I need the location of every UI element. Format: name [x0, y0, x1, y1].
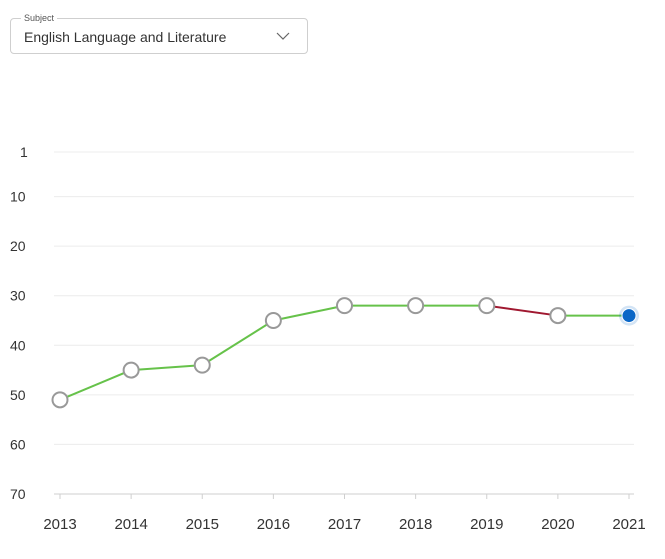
series-segment-2014-2015 — [131, 364, 203, 372]
y-tick-label-20: 20 — [10, 238, 26, 254]
data-point-2021 — [621, 308, 637, 324]
data-point-2019 — [478, 297, 496, 315]
x-tick-label-2016: 2016 — [257, 516, 290, 533]
x-tick-label-2020: 2020 — [541, 516, 574, 533]
x-tick-label-2018: 2018 — [399, 516, 432, 533]
data-point-2020 — [549, 307, 567, 325]
data-point-2016 — [264, 312, 282, 330]
x-tick-label-2019: 2019 — [470, 516, 503, 533]
y-tick-label-40: 40 — [10, 337, 26, 353]
ranking-chart: 1 10 20 30 40 50 60 70 2013 2014 2015 2016 2017 2018 2… — [10, 144, 646, 533]
chevron-down-icon[interactable] — [275, 29, 291, 43]
series-segment-2019-2020 — [486, 304, 559, 317]
subject-select-label: Subject — [21, 12, 58, 24]
series-segment-2016-2017 — [273, 304, 345, 322]
y-tick-label-60: 60 — [10, 436, 26, 452]
subject-select[interactable]: Subject English Language and Literature — [10, 12, 308, 54]
subject-select-value: English Language and Literature — [24, 29, 227, 45]
y-tick-label-70: 70 — [10, 486, 26, 502]
x-tick-label-2021: 2021 — [612, 516, 645, 533]
series-segment-2013-2014 — [59, 369, 132, 401]
y-tick-label-50: 50 — [10, 387, 26, 403]
x-tick-label-2015: 2015 — [186, 516, 219, 533]
data-point-2015 — [193, 356, 211, 374]
x-tick-label-2017: 2017 — [328, 516, 361, 533]
y-tick-label-30: 30 — [10, 288, 26, 304]
data-point-2013 — [51, 391, 69, 409]
x-tick-label-2013: 2013 — [43, 516, 76, 533]
data-point-2018 — [407, 297, 425, 315]
y-tick-label-10: 10 — [10, 189, 26, 205]
y-tick-label-1: 1 — [20, 144, 28, 160]
x-tick-label-2014: 2014 — [114, 516, 147, 533]
data-point-2014 — [122, 361, 140, 379]
data-point-2017 — [336, 297, 353, 315]
series-segment-2015-2016 — [201, 319, 274, 366]
